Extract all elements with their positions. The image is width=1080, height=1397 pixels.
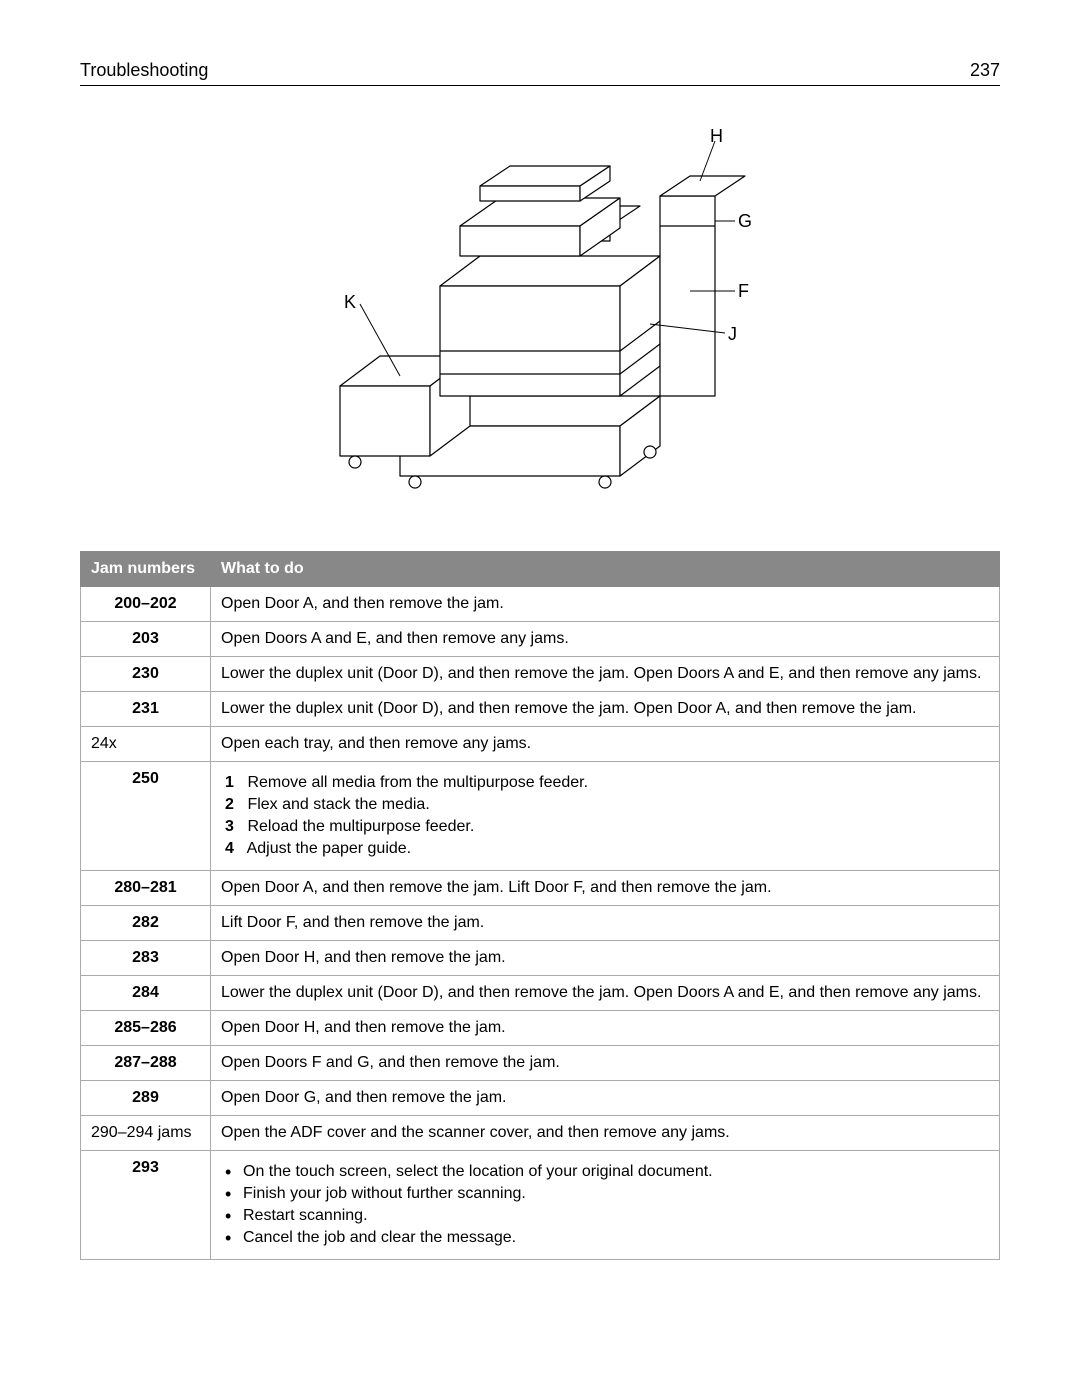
jam-number-cell: 24x <box>81 727 211 762</box>
what-to-do-cell: Open Door A, and then remove the jam. Li… <box>211 871 1000 906</box>
table-header-row: Jam numbers What to do <box>81 552 1000 587</box>
list-item: 2 Flex and stack the media. <box>225 796 989 814</box>
table-row: 231Lower the duplex unit (Door D), and t… <box>81 692 1000 727</box>
list-item: Restart scanning. <box>225 1207 989 1225</box>
page-number: 237 <box>970 60 1000 81</box>
jam-number-cell: 231 <box>81 692 211 727</box>
jam-number-cell: 293 <box>81 1151 211 1260</box>
col-jam-numbers: Jam numbers <box>81 552 211 587</box>
list-item: 4 Adjust the paper guide. <box>225 840 989 858</box>
what-to-do-cell: Open Door H, and then remove the jam. <box>211 941 1000 976</box>
col-what-to-do: What to do <box>211 552 1000 587</box>
jam-number-cell: 280–281 <box>81 871 211 906</box>
table-row: 24xOpen each tray, and then remove any j… <box>81 727 1000 762</box>
list-item: Cancel the job and clear the message. <box>225 1229 989 1247</box>
printer-diagram: H G F J K <box>80 126 1000 511</box>
what-to-do-cell: Open Doors F and G, and then remove the … <box>211 1046 1000 1081</box>
callout-h: H <box>710 126 723 147</box>
callout-k: K <box>344 292 356 313</box>
printer-svg <box>320 126 760 506</box>
list-item: On the touch screen, select the location… <box>225 1163 989 1181</box>
what-to-do-cell: Open the ADF cover and the scanner cover… <box>211 1116 1000 1151</box>
table-row: 203Open Doors A and E, and then remove a… <box>81 622 1000 657</box>
what-to-do-cell: Open Doors A and E, and then remove any … <box>211 622 1000 657</box>
table-row: 283Open Door H, and then remove the jam. <box>81 941 1000 976</box>
jam-number-cell: 200–202 <box>81 587 211 622</box>
jam-number-cell: 290–294 jams <box>81 1116 211 1151</box>
what-to-do-cell: Lower the duplex unit (Door D), and then… <box>211 976 1000 1011</box>
table-row: 289Open Door G, and then remove the jam. <box>81 1081 1000 1116</box>
table-row: 282Lift Door F, and then remove the jam. <box>81 906 1000 941</box>
table-row: 230Lower the duplex unit (Door D), and t… <box>81 657 1000 692</box>
section-title: Troubleshooting <box>80 60 208 81</box>
table-row: 280–281Open Door A, and then remove the … <box>81 871 1000 906</box>
step-list: 1 Remove all media from the multipurpose… <box>221 774 989 858</box>
what-to-do-cell: 1 Remove all media from the multipurpose… <box>211 762 1000 871</box>
table-row: 284Lower the duplex unit (Door D), and t… <box>81 976 1000 1011</box>
what-to-do-cell: Lower the duplex unit (Door D), and then… <box>211 657 1000 692</box>
what-to-do-cell: Lower the duplex unit (Door D), and then… <box>211 692 1000 727</box>
what-to-do-cell: Open Door H, and then remove the jam. <box>211 1011 1000 1046</box>
table-row: 285–286Open Door H, and then remove the … <box>81 1011 1000 1046</box>
step-number: 4 <box>225 840 243 858</box>
what-to-do-cell: Open each tray, and then remove any jams… <box>211 727 1000 762</box>
callout-g: G <box>738 211 752 232</box>
list-item: 3 Reload the multipurpose feeder. <box>225 818 989 836</box>
step-number: 3 <box>225 818 243 836</box>
jam-number-cell: 203 <box>81 622 211 657</box>
table-row: 250 1 Remove all media from the multipurp… <box>81 762 1000 871</box>
what-to-do-cell: Lift Door F, and then remove the jam. <box>211 906 1000 941</box>
table-row: 200–202Open Door A, and then remove the … <box>81 587 1000 622</box>
jam-number-cell: 287–288 <box>81 1046 211 1081</box>
list-item: 1 Remove all media from the multipurpose… <box>225 774 989 792</box>
step-number: 1 <box>225 774 243 792</box>
table-row: 293 On the touch screen, select the locat… <box>81 1151 1000 1260</box>
jam-table: Jam numbers What to do 200–202Open Door … <box>80 551 1000 1260</box>
jam-number-cell: 285–286 <box>81 1011 211 1046</box>
what-to-do-cell: On the touch screen, select the location… <box>211 1151 1000 1260</box>
jam-number-cell: 284 <box>81 976 211 1011</box>
table-row: 287–288Open Doors F and G, and then remo… <box>81 1046 1000 1081</box>
jam-number-cell: 282 <box>81 906 211 941</box>
bullet-list: On the touch screen, select the location… <box>221 1163 989 1247</box>
what-to-do-cell: Open Door G, and then remove the jam. <box>211 1081 1000 1116</box>
jam-number-cell: 289 <box>81 1081 211 1116</box>
jam-number-cell: 250 <box>81 762 211 871</box>
table-row: 290–294 jamsOpen the ADF cover and the s… <box>81 1116 1000 1151</box>
step-number: 2 <box>225 796 243 814</box>
jam-number-cell: 283 <box>81 941 211 976</box>
callout-j: J <box>728 324 737 345</box>
jam-number-cell: 230 <box>81 657 211 692</box>
callout-f: F <box>738 281 749 302</box>
page-header: Troubleshooting 237 <box>80 60 1000 86</box>
list-item: Finish your job without further scanning… <box>225 1185 989 1203</box>
what-to-do-cell: Open Door A, and then remove the jam. <box>211 587 1000 622</box>
